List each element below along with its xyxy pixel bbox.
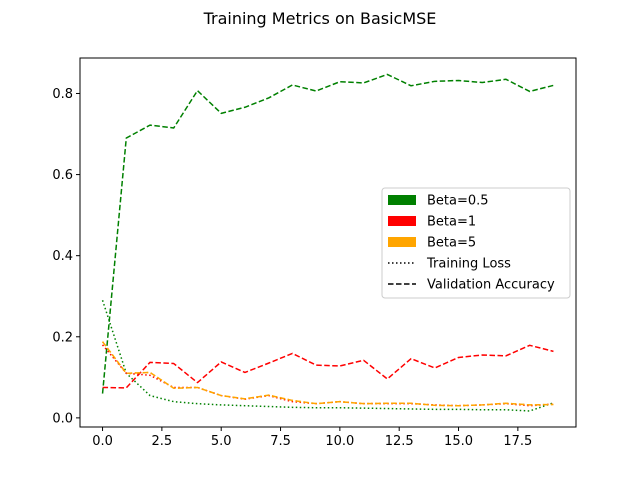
legend-swatch (388, 195, 416, 205)
legend-label: Beta=5 (427, 236, 476, 251)
legend-swatch (388, 216, 416, 226)
x-tick-label: 0.0 (92, 434, 113, 449)
legend-label: Training Loss (426, 257, 511, 272)
plot-area (101, 73, 554, 412)
legend-label: Validation Accuracy (427, 278, 555, 293)
y-tick-label: 0.0 (52, 411, 73, 426)
series-line-5 (101, 341, 554, 407)
series-line-0 (101, 300, 554, 412)
legend-label: Beta=0.5 (427, 194, 489, 209)
series-line-2 (101, 344, 554, 407)
legend-swatch (388, 237, 416, 247)
axes-frame (79, 57, 577, 428)
legend-box (381, 187, 571, 299)
x-tick-label: 7.5 (270, 434, 291, 449)
y-tick-label: 0.2 (52, 330, 73, 345)
series-line-3 (102, 344, 554, 389)
chart-title: Training Metrics on BasicMSE (203, 9, 437, 28)
y-tick-label: 0.8 (52, 87, 73, 102)
y-tick-label: 0.4 (52, 249, 73, 264)
y-tick-label: 0.6 (52, 168, 73, 183)
axes: 0.0 2.5 5.0 7.5 10.0 12.5 15.0 17.5 0.0 0.2 0.4 0.6… (52, 57, 577, 449)
x-tick-label: 12.5 (385, 434, 414, 449)
legend: Beta=0.5 Beta=1 Beta=5 Training Loss Validat… (381, 187, 571, 299)
x-tick-label: 5.0 (211, 434, 232, 449)
series-line-1 (101, 73, 554, 394)
x-tick-label: 2.5 (152, 434, 173, 449)
series-line-4 (101, 341, 554, 407)
legend-label: Beta=1 (427, 215, 476, 230)
x-tick-label: 17.5 (503, 434, 532, 449)
x-tick-label: 15.0 (444, 434, 473, 449)
x-tick-label: 10.0 (325, 434, 354, 449)
